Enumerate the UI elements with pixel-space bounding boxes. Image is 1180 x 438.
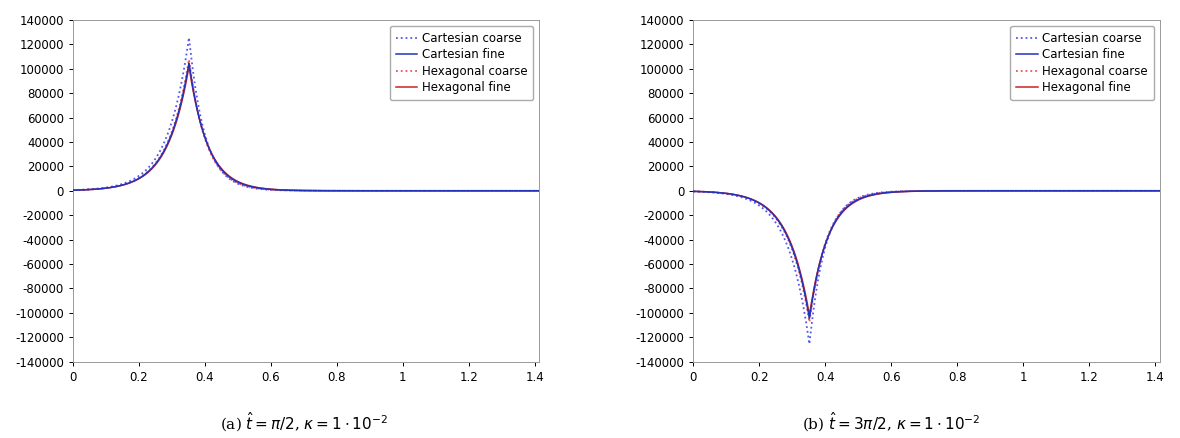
Hexagonal coarse — [769, 215, 784, 221]
Cartesian fine — [913, 188, 927, 194]
Hexagonal coarse — [802, 319, 817, 325]
Hexagonal fine — [532, 188, 546, 194]
Cartesian fine — [710, 190, 725, 195]
Text: (b) $\hat{t} = 3\pi/2$, $\kappa = 1 \cdot 10^{-2}$: (b) $\hat{t} = 3\pi/2$, $\kappa = 1 \cdo… — [801, 410, 981, 434]
Hexagonal coarse — [962, 188, 976, 194]
Hexagonal fine — [913, 188, 927, 194]
Cartesian fine — [1153, 188, 1167, 194]
Hexagonal coarse — [532, 188, 546, 194]
Line: Cartesian fine: Cartesian fine — [694, 191, 1160, 318]
Hexagonal fine — [433, 188, 447, 194]
Hexagonal coarse — [341, 188, 355, 194]
Hexagonal coarse — [807, 289, 821, 294]
Hexagonal fine — [902, 189, 916, 194]
Legend: Cartesian coarse, Cartesian fine, Hexagonal coarse, Hexagonal fine: Cartesian coarse, Cartesian fine, Hexago… — [1010, 26, 1154, 100]
Hexagonal fine — [1140, 188, 1154, 194]
Cartesian coarse — [1153, 188, 1167, 194]
Hexagonal fine — [519, 188, 533, 194]
Hexagonal fine — [1054, 188, 1068, 194]
Hexagonal fine — [182, 64, 196, 70]
Hexagonal coarse — [1153, 188, 1167, 194]
Cartesian coarse — [186, 73, 201, 78]
Hexagonal coarse — [418, 188, 432, 194]
Cartesian coarse — [998, 188, 1012, 194]
Cartesian fine — [1054, 188, 1068, 194]
Hexagonal coarse — [378, 188, 392, 194]
Hexagonal coarse — [998, 188, 1012, 194]
Cartesian fine — [281, 187, 295, 193]
Cartesian fine — [293, 188, 307, 193]
Line: Cartesian coarse: Cartesian coarse — [694, 191, 1160, 344]
Cartesian fine — [902, 189, 916, 194]
Hexagonal coarse — [182, 57, 196, 62]
Hexagonal fine — [519, 188, 533, 194]
Cartesian coarse — [962, 188, 976, 194]
Cartesian coarse — [807, 303, 821, 308]
Line: Cartesian fine: Cartesian fine — [73, 64, 539, 191]
Cartesian coarse — [182, 35, 196, 40]
Hexagonal fine — [281, 187, 295, 193]
Hexagonal fine — [293, 188, 307, 193]
Line: Hexagonal fine: Hexagonal fine — [694, 191, 1160, 314]
Hexagonal fine — [66, 187, 80, 193]
Cartesian fine — [519, 188, 533, 194]
Cartesian fine — [90, 187, 104, 192]
Cartesian fine — [1140, 188, 1154, 194]
Hexagonal coarse — [149, 161, 163, 166]
Line: Hexagonal coarse: Hexagonal coarse — [73, 60, 539, 191]
Line: Hexagonal fine: Hexagonal fine — [73, 67, 539, 191]
Cartesian coarse — [769, 220, 784, 226]
Cartesian coarse — [341, 188, 355, 194]
Cartesian fine — [802, 315, 817, 321]
Cartesian coarse — [66, 187, 80, 193]
Cartesian fine — [182, 61, 196, 66]
Hexagonal fine — [687, 189, 701, 194]
Text: (a) $\hat{t} = \pi/2$, $\kappa = 1 \cdot 10^{-2}$: (a) $\hat{t} = \pi/2$, $\kappa = 1 \cdot… — [221, 410, 388, 434]
Line: Hexagonal coarse: Hexagonal coarse — [694, 191, 1160, 322]
Cartesian coarse — [802, 341, 817, 346]
Hexagonal coarse — [186, 88, 201, 93]
Hexagonal fine — [1139, 188, 1153, 194]
Hexagonal fine — [802, 312, 817, 317]
Cartesian coarse — [532, 188, 546, 194]
Cartesian coarse — [687, 189, 701, 194]
Hexagonal fine — [710, 190, 725, 195]
Hexagonal coarse — [898, 189, 912, 194]
Cartesian fine — [433, 188, 447, 194]
Hexagonal coarse — [687, 189, 701, 194]
Hexagonal fine — [1153, 188, 1167, 194]
Cartesian fine — [519, 188, 533, 194]
Hexagonal coarse — [277, 187, 291, 193]
Cartesian coarse — [149, 156, 163, 161]
Cartesian coarse — [1038, 188, 1053, 194]
Cartesian fine — [1139, 188, 1153, 194]
Hexagonal coarse — [1038, 188, 1053, 194]
Legend: Cartesian coarse, Cartesian fine, Hexagonal coarse, Hexagonal fine: Cartesian coarse, Cartesian fine, Hexago… — [391, 26, 533, 100]
Cartesian fine — [687, 189, 701, 194]
Cartesian fine — [66, 187, 80, 193]
Line: Cartesian coarse: Cartesian coarse — [73, 38, 539, 191]
Cartesian fine — [532, 188, 546, 194]
Hexagonal fine — [90, 187, 104, 192]
Hexagonal coarse — [66, 187, 80, 193]
Cartesian coarse — [378, 188, 392, 194]
Cartesian coarse — [418, 188, 432, 194]
Cartesian coarse — [277, 188, 291, 193]
Cartesian coarse — [898, 188, 912, 194]
